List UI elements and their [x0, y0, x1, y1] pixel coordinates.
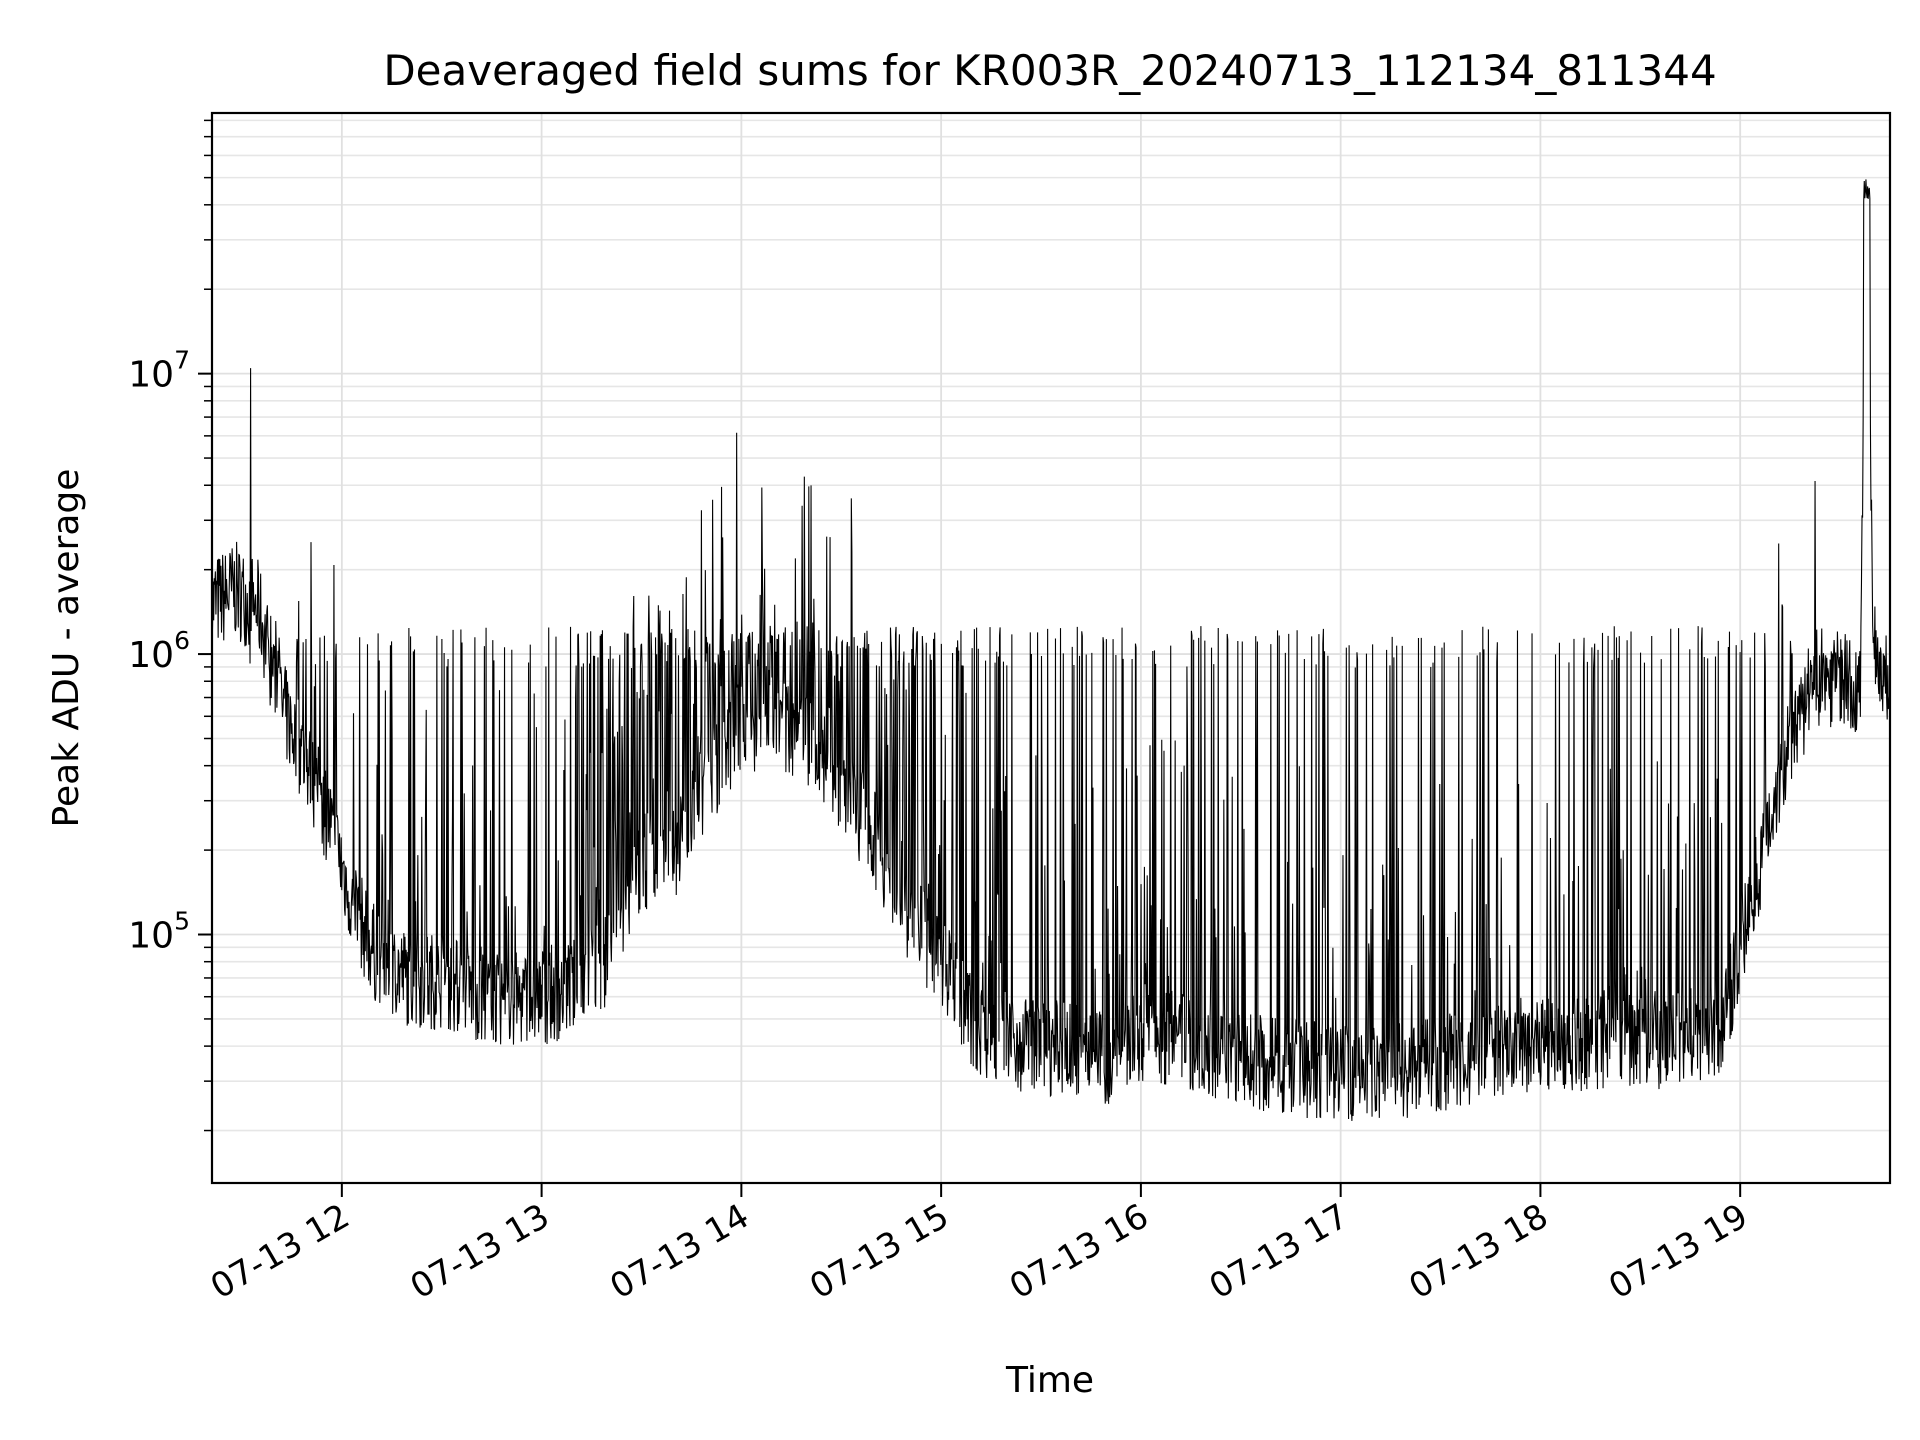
x-axis-label: Time — [1005, 1360, 1094, 1401]
series-line — [211, 179, 1891, 1121]
y-tick-label: 107 — [128, 346, 190, 396]
plot-frame — [210, 111, 1892, 1185]
plot-layer — [211, 179, 1891, 1121]
y-axis-label: Peak ADU - average — [46, 469, 87, 828]
y-tick-label: 105 — [128, 907, 190, 957]
y-tick-label: 106 — [128, 626, 190, 676]
chart-title: Deaveraged field sums for KR003R_2024071… — [383, 46, 1716, 95]
